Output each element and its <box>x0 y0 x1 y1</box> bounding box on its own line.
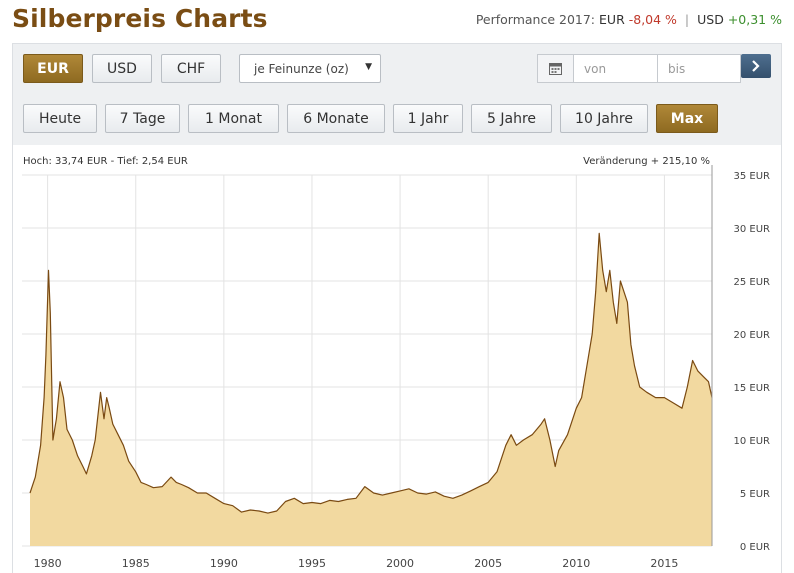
y-tick-label: 5 EUR <box>740 489 770 500</box>
high-low-stat: Hoch: 33,74 EUR - Tief: 2,54 EUR <box>23 156 188 167</box>
date-range <box>537 54 741 83</box>
y-tick-label: 35 EUR <box>734 171 771 182</box>
unit-select-value: je Feinunze (oz) <box>254 61 349 76</box>
range-button-10-jahre[interactable]: 10 Jahre <box>560 104 648 133</box>
chart-area <box>12 145 782 573</box>
chart-controls-panel: EUR USD CHF je Feinunze (oz) ▼ Heute 7 T… <box>12 43 782 145</box>
x-tick-label: 2010 <box>562 557 590 570</box>
usd-performance-label: USD <box>697 12 724 27</box>
usd-performance-value: +0,31 % <box>727 12 782 27</box>
x-tick-label: 1980 <box>34 557 62 570</box>
page-title: Silberpreis Charts <box>12 4 268 33</box>
currency-button-eur[interactable]: EUR <box>23 54 83 83</box>
performance-summary: Performance 2017: EUR -8,04 % | USD +0,3… <box>476 12 782 27</box>
price-line <box>29 232 713 514</box>
currency-button-chf[interactable]: CHF <box>161 54 221 83</box>
range-button-5-jahre[interactable]: 5 Jahre <box>471 104 552 133</box>
y-tick-label: 0 EUR <box>740 542 770 553</box>
y-tick-label: 10 EUR <box>734 436 771 447</box>
currency-button-usd[interactable]: USD <box>92 54 152 83</box>
range-button-1-jahr[interactable]: 1 Jahr <box>393 104 463 133</box>
range-button-1-monat[interactable]: 1 Monat <box>188 104 279 133</box>
x-tick-label: 2015 <box>650 557 678 570</box>
y-tick-label: 25 EUR <box>734 277 771 288</box>
divider: | <box>684 12 690 27</box>
price-area <box>30 233 712 547</box>
unit-select[interactable]: je Feinunze (oz) ▼ <box>239 54 381 83</box>
caret-down-icon: ▼ <box>365 62 372 72</box>
date-from-input[interactable] <box>574 55 658 82</box>
y-tick-label: 15 EUR <box>734 383 771 394</box>
range-button-heute[interactable]: Heute <box>23 104 97 133</box>
eur-performance-value: -8,04 % <box>628 12 677 27</box>
range-button-6-monate[interactable]: 6 Monate <box>287 104 385 133</box>
date-to-input[interactable] <box>658 55 740 82</box>
x-tick-label: 2000 <box>386 557 414 570</box>
range-button-7-tage[interactable]: 7 Tage <box>105 104 180 133</box>
x-tick-label: 1995 <box>298 557 326 570</box>
y-tick-label: 30 EUR <box>734 224 771 235</box>
x-tick-label: 2005 <box>474 557 502 570</box>
x-tick-label: 1990 <box>210 557 238 570</box>
performance-label: Performance 2017: <box>475 12 596 27</box>
y-axis-labels: 0 EUR 5 EUR 10 EUR 15 EUR 20 EUR 25 EUR 30 EUR… <box>734 171 771 553</box>
change-stat: Veränderung + 215,10 % <box>583 156 710 167</box>
range-button-max[interactable]: Max <box>656 104 718 133</box>
eur-performance-label: EUR <box>599 12 625 27</box>
date-submit-button[interactable] <box>741 54 771 78</box>
chevron-right-icon <box>752 60 760 72</box>
x-tick-label: 1985 <box>122 557 150 570</box>
calendar-icon[interactable] <box>538 55 574 82</box>
x-axis-labels: 1980 1985 1990 1995 2000 2005 2010 2015 <box>34 557 679 570</box>
y-tick-label: 20 EUR <box>734 330 771 341</box>
